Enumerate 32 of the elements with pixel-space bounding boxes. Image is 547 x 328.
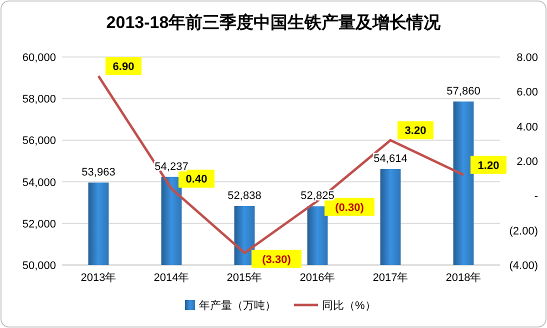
legend-label: 年产量（万吨） [199, 299, 276, 312]
data-label: 57,860 [446, 86, 480, 98]
y2-tick-label: 8.00 [516, 52, 538, 64]
x-tick-label: 2014年 [154, 272, 190, 284]
y2-tick-label: (2.00) [509, 225, 538, 238]
y2-tick-label: 2.00 [516, 156, 538, 168]
chart-title: 2013-18年前三季度中国生铁产量及增长情况 [106, 13, 442, 32]
data-label: 1.20 [478, 160, 500, 172]
legend-label: 同比（%） [322, 299, 376, 312]
data-label: (0.30) [335, 202, 364, 214]
y2-tick-label: 6.00 [516, 86, 538, 99]
y-tick-label: 60,000 [22, 52, 56, 64]
x-tick-label: 2015年 [226, 272, 262, 284]
data-label: 3.20 [404, 125, 426, 138]
data-label: 52,838 [228, 190, 262, 202]
y-tick-label: 52,000 [22, 218, 56, 230]
data-label: 0.40 [186, 174, 208, 186]
data-label: (3.30) [262, 254, 292, 266]
x-tick-label: 2018年 [446, 272, 482, 284]
data-label: 53,963 [82, 166, 116, 179]
y-tick-label: 50,000 [22, 260, 56, 272]
y-tick-label: 54,000 [22, 176, 56, 189]
x-tick-label: 2017年 [372, 272, 408, 284]
x-tick-label: 2016年 [300, 272, 336, 284]
data-label: 54,614 [374, 153, 408, 166]
data-label: 6.90 [112, 61, 134, 74]
y2-tick-label: (4.00) [509, 260, 538, 272]
y-tick-label: 56,000 [22, 135, 56, 148]
y-tick-label: 58,000 [22, 94, 56, 106]
x-tick-label: 2013年 [80, 272, 116, 284]
y2-tick-label: 4.00 [516, 121, 538, 134]
y2-tick-label: - [534, 190, 538, 203]
